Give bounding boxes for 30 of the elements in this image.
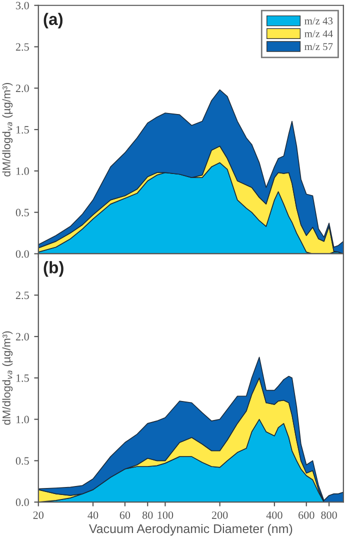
x-tick-label: 40 <box>88 511 98 519</box>
y-tick-label: 0.0 <box>16 498 29 506</box>
y-tick-label: 1.0 <box>16 167 29 175</box>
x-tick-label: 400 <box>266 511 282 519</box>
y-tick-label: 2.5 <box>16 292 29 300</box>
y-tick-label: 2.0 <box>16 332 29 341</box>
x-tick-label: 600 <box>298 511 314 519</box>
chart-title: (b) <box>44 261 64 277</box>
y-tick-label: 1.0 <box>16 416 29 424</box>
y-tick-label: 0.0 <box>16 250 29 258</box>
y-tick-label: 2.0 <box>16 84 29 92</box>
y-tick-label: 3.0 <box>16 2 29 10</box>
x-tick-label: 800 <box>321 511 337 519</box>
y-tick-label: 0.5 <box>16 208 29 216</box>
chart-title: (a) <box>44 12 63 28</box>
y-tick-label: 1.5 <box>16 374 29 382</box>
y-tick-label: 2.5 <box>16 43 29 51</box>
x-axis-title: Vacuum Aerodynamic Diameter (nm) <box>88 524 292 536</box>
x-tick-label: 20 <box>33 511 44 519</box>
x-tick-label: 100 <box>158 511 174 519</box>
x-tick-label: 60 <box>120 511 130 519</box>
y-tick-label: 0.5 <box>16 457 29 465</box>
y-axis-title: dM/dlogd$_{va}$ (µg/m³) <box>2 331 13 425</box>
x-tick-label: 200 <box>212 511 228 519</box>
y-tick-label: 1.5 <box>16 126 29 134</box>
legend-label: m/z 44 <box>304 30 333 38</box>
x-tick-label: 80 <box>142 511 153 519</box>
legend-label: m/z 57 <box>304 43 333 50</box>
legend-label: m/z 43 <box>304 17 333 24</box>
y-axis-title: dM/dlogd$_{va}$ (µg/m³) <box>2 82 13 176</box>
